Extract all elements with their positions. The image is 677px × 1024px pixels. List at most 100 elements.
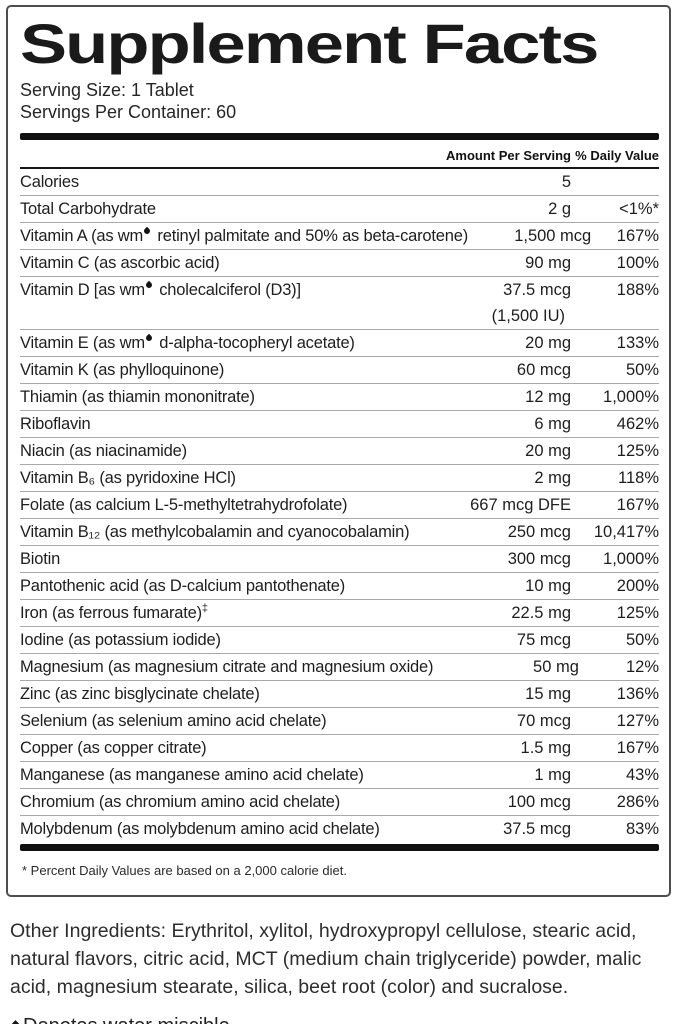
nutrient-name: Selenium (as selenium amino acid chelate…: [20, 712, 327, 730]
nutrient-amount-column: 50 mg: [433, 654, 579, 680]
nutrient-amount: 50 mg: [533, 658, 579, 676]
daily-value-column-header: % Daily Value: [575, 148, 659, 163]
nutrient-name: Calories: [20, 173, 79, 191]
nutrient-amount: 75 mcg: [516, 631, 571, 649]
nutrient-daily-value: 462%: [616, 415, 659, 433]
nutrient-name: Iodine (as potassium iodide): [20, 631, 221, 649]
nutrient-amount: 15 mg: [525, 685, 571, 703]
nutrient-daily-value: 286%: [616, 793, 659, 811]
servings-per-container: Servings Per Container: 60: [20, 102, 237, 122]
nutrient-name: Folate (as calcium L-5-methyltetrahydrof…: [20, 496, 348, 514]
nutrient-amount-column: 90 mg: [411, 250, 571, 276]
nutrient-row: Manganese (as manganese amino acid chela…: [20, 761, 659, 788]
droplet-icon: [144, 333, 154, 343]
nutrient-amount: 1,500 mcg: [514, 227, 592, 245]
nutrient-row: Selenium (as selenium amino acid chelate…: [20, 707, 659, 734]
nutrient-daily-value: 12%: [625, 658, 659, 676]
nutrient-amount-column: 60 mcg: [411, 357, 571, 383]
nutrient-amount: 20 mg: [525, 334, 571, 352]
nutrient-amount: 6 mg: [534, 415, 571, 433]
nutrient-row: Vitamin E (as wm d-alpha-tocopheryl acet…: [20, 329, 659, 356]
nutrient-daily-value: 100%: [616, 254, 659, 272]
nutrient-row: Molybdenum (as molybdenum amino acid che…: [20, 815, 659, 842]
nutrient-row: Biotin 300 mcg 1,000%: [20, 545, 659, 572]
nutrient-row: Copper (as copper citrate) 1.5 mg 167%: [20, 734, 659, 761]
nutrient-amount: 20 mg: [525, 442, 571, 460]
nutrient-name: Vitamin B₁₂ (as methylcobalamin and cyan…: [20, 523, 410, 541]
nutrient-amount-column: 250 mcg: [411, 519, 571, 545]
nutrient-amount-column: 2 mg: [411, 465, 571, 491]
nutrient-amount: 5: [561, 173, 571, 191]
nutrient-amount: 250 mcg: [507, 523, 571, 541]
droplet-icon: [142, 226, 152, 236]
column-headers: Amount Per Serving % Daily Value: [20, 140, 659, 169]
other-ingredients: Other Ingredients: Erythritol, xylitol, …: [10, 920, 642, 998]
nutrient-row: Pantothenic acid (as D-calcium pantothen…: [20, 572, 659, 599]
nutrient-amount-column: 1,500 mcg: [468, 223, 591, 249]
droplet-icon: [9, 1020, 22, 1024]
nutrient-amount-column: 70 mcg: [411, 708, 571, 734]
droplet-icon: [144, 280, 154, 290]
heavy-divider-bottom: [20, 844, 659, 851]
nutrient-name: Total Carbohydrate: [20, 200, 156, 218]
nutrient-daily-value: 167%: [616, 739, 659, 757]
nutrient-daily-value: 136%: [616, 685, 659, 703]
nutrient-name: Molybdenum (as molybdenum amino acid che…: [20, 820, 380, 838]
nutrient-amount: 300 mcg: [507, 550, 571, 568]
nutrient-name: Riboflavin: [20, 415, 91, 433]
nutrient-row: Total Carbohydrate 2 g <1%*: [20, 195, 659, 222]
nutrient-daily-value: 50%: [625, 631, 659, 649]
double-dagger-marker: ‡: [201, 602, 208, 615]
nutrient-amount: 90 mg: [525, 254, 571, 272]
nutrient-name: Vitamin E (as wm d-alpha-tocopheryl acet…: [20, 333, 355, 352]
nutrient-daily-value: 1,000%: [603, 550, 659, 568]
nutrient-row: Vitamin A (as wm retinyl palmitate and 5…: [20, 222, 659, 249]
nutrient-amount-column: 1.5 mg: [411, 735, 571, 761]
nutrient-daily-value: 133%: [616, 334, 659, 352]
nutrient-row: Calories 5: [20, 169, 659, 195]
nutrient-name: Vitamin B₆ (as pyridoxine HCl): [20, 469, 236, 487]
nutrient-amount-column: 300 mcg: [411, 546, 571, 572]
nutrient-name: Vitamin D [as wm cholecalciferol (D3)]: [20, 280, 301, 299]
nutrient-name: Vitamin C (as ascorbic acid): [20, 254, 220, 272]
facts-rows: Calories 5 Total Carbohydrate 2 g <1%* V…: [20, 169, 659, 842]
nutrient-name: Copper (as copper citrate): [20, 739, 207, 757]
nutrient-amount-line2: (1,500 IU): [491, 307, 565, 325]
nutrient-daily-value: 43%: [625, 766, 659, 784]
nutrient-row: Folate (as calcium L-5-methyltetrahydrof…: [20, 491, 659, 518]
serving-size: Serving Size: 1 Tablet: [20, 80, 194, 100]
nutrient-amount-column: 20 mg: [411, 438, 571, 464]
nutrient-amount: 100 mcg: [507, 793, 571, 811]
nutrient-row: Chromium (as chromium amino acid chelate…: [20, 788, 659, 815]
nutrient-daily-value: 200%: [616, 577, 659, 595]
nutrient-amount-column: 15 mg: [411, 681, 571, 707]
nutrient-row: Vitamin C (as ascorbic acid) 90 mg 100%: [20, 249, 659, 276]
nutrient-amount: 37.5 mcg: [503, 281, 571, 299]
nutrient-amount-column: 2 g: [411, 196, 571, 222]
nutrient-amount-column: 22.5 mg: [411, 600, 571, 626]
nutrient-amount-column: 1 mg: [411, 762, 571, 788]
nutrient-row: Vitamin B₆ (as pyridoxine HCl) 2 mg 118%: [20, 464, 659, 491]
nutrient-amount-column: 6 mg: [411, 411, 571, 437]
nutrient-daily-value: <1%*: [619, 200, 659, 218]
heavy-divider-top: [20, 133, 659, 140]
nutrient-amount: 2 g: [548, 200, 571, 218]
nutrient-daily-value: 118%: [618, 469, 659, 487]
nutrient-amount-column: 37.5 mcg (1,500 IU): [411, 277, 571, 329]
nutrient-row: Thiamin (as thiamin mononitrate) 12 mg 1…: [20, 383, 659, 410]
nutrient-amount-column: 37.5 mcg: [411, 816, 571, 842]
nutrient-amount: 70 mcg: [516, 712, 571, 730]
nutrient-amount-column: 20 mg: [411, 330, 571, 356]
nutrient-amount: 2 mg: [534, 469, 571, 487]
nutrient-amount: 667 mcg DFE: [470, 496, 571, 514]
nutrient-row: Magnesium (as magnesium citrate and magn…: [20, 653, 659, 680]
amount-column-header: Amount Per Serving: [446, 148, 571, 163]
nutrient-amount: 1 mg: [534, 766, 571, 784]
nutrient-daily-value: 1,000%: [603, 388, 659, 406]
nutrient-amount: 60 mcg: [516, 361, 571, 379]
nutrient-daily-value: 50%: [625, 361, 659, 379]
nutrient-amount: 12 mg: [525, 388, 571, 406]
nutrient-name: Pantothenic acid (as D-calcium pantothen…: [20, 577, 346, 595]
nutrient-name: Chromium (as chromium amino acid chelate…: [20, 793, 341, 811]
